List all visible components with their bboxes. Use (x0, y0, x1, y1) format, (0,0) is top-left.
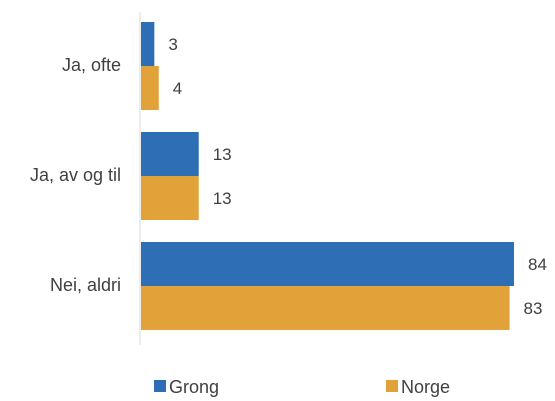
data-label-norge-2: 83 (524, 299, 543, 318)
bar-grong-0 (141, 22, 155, 66)
legend-swatch-norge (386, 380, 398, 392)
legend: Grong Norge (154, 377, 450, 397)
bar-norge-0 (141, 66, 159, 110)
bar-norge-1 (141, 176, 199, 220)
bar-grong-2 (141, 242, 514, 286)
data-label-grong-2: 84 (528, 255, 547, 274)
category-label: Ja, ofte (62, 55, 121, 75)
legend-label-norge: Norge (401, 377, 450, 397)
category-label: Ja, av og til (30, 165, 121, 185)
bar-norge-2 (141, 286, 510, 330)
legend-swatch-grong (154, 380, 166, 392)
data-label-grong-0: 3 (168, 35, 177, 54)
data-label-grong-1: 13 (213, 145, 232, 164)
data-label-norge-0: 4 (173, 79, 182, 98)
data-label-norge-1: 13 (213, 189, 232, 208)
bars-group (141, 22, 514, 330)
data-labels: 3 4 13 13 84 83 (168, 35, 547, 318)
bar-grong-1 (141, 132, 199, 176)
category-labels: Ja, ofte Ja, av og til Nei, aldri (30, 55, 121, 295)
legend-label-grong: Grong (169, 377, 219, 397)
category-label: Nei, aldri (50, 275, 121, 295)
